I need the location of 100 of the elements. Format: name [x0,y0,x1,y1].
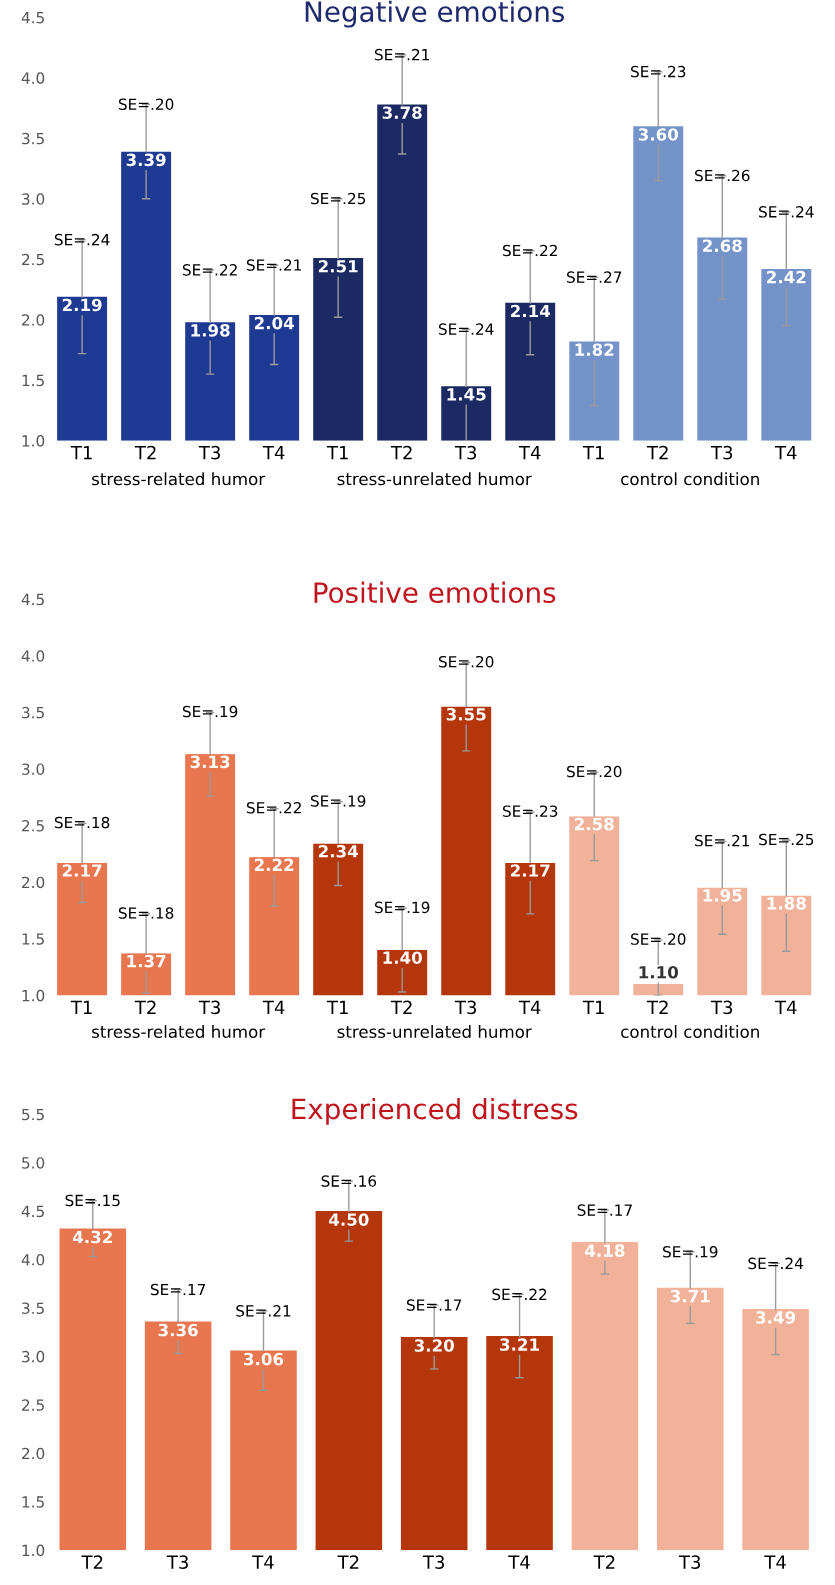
y-tick-label: 4.0 [21,650,45,662]
x-tick-label: T1 [326,1000,348,1014]
y-tick-label: 2.5 [22,253,44,266]
x-tick-label: T3 [166,1555,188,1569]
annotation: SE=.20 [631,933,686,945]
y-tick-label: 4.5 [21,1205,44,1218]
data-label: 3.39 [126,153,166,167]
data-label: 1.40 [383,951,422,964]
data-label: 2.14 [510,304,551,318]
x-tick-label: T3 [454,1000,477,1015]
y-tick-label: 4.5 [21,12,44,24]
data-label: 2.51 [318,259,358,273]
data-label: 2.58 [575,817,614,831]
x-tick-label: T4 [764,1555,786,1569]
x-tick-label: T2 [390,445,412,460]
annotation: SE=.17 [150,1283,206,1296]
annotation: SE=.22 [246,801,301,814]
y-tick-label: 1.5 [22,374,44,387]
annotation: SE=.19 [374,901,430,914]
data-label: 2.17 [62,864,102,877]
x-tick-label: T2 [134,1000,156,1014]
annotation: SE=.22 [492,1288,547,1301]
x-tick-label: T3 [198,1000,220,1015]
x-tick-label: T2 [390,1000,412,1014]
data-label: 1.10 [639,965,679,979]
y-tick-label: 1.0 [22,1544,45,1557]
y-tick-label: 1.0 [22,989,45,1002]
y-tick-label: 1.5 [22,1496,44,1508]
data-label: 3.60 [638,128,679,141]
annotation: SE=.24 [54,233,110,246]
x-tick-label: T3 [678,1555,701,1569]
data-label: 2.04 [254,316,294,330]
annotation: SE=.26 [695,169,750,182]
data-label: 3.49 [756,1311,796,1324]
x-tick-label: T1 [582,1000,604,1014]
data-label: 4.18 [585,1244,625,1257]
x-tick-label: T3 [710,1000,733,1015]
y-tick-label: 2.5 [22,1399,44,1411]
series-label: stress-unrelated humor [337,472,532,486]
data-label: 3.71 [670,1289,710,1303]
data-label: 2.68 [703,239,742,253]
annotation: SE=.19 [310,795,366,807]
annotation: SE=.25 [310,192,366,205]
annotation: SE=.18 [54,816,110,829]
data-label: 2.42 [767,270,806,284]
series-label: control condition [621,1025,759,1038]
x-tick-label: T3 [454,445,477,460]
y-tick-label: 5.5 [22,1108,44,1121]
series-label: stress-unrelated humor [337,1025,532,1038]
y-tick-label: 1.5 [22,933,44,945]
x-tick-label: T3 [198,445,220,460]
annotation: SE=.25 [759,833,814,846]
annotation: SE=.19 [663,1246,718,1258]
chart-title: Negative emotions [305,0,564,28]
y-tick-label: 3.0 [22,763,45,775]
x-tick-label: T1 [70,446,92,460]
y-tick-label: 3.5 [22,132,44,145]
annotation: SE=.21 [374,48,429,61]
data-label: 1.37 [127,954,166,968]
x-tick-label: T4 [518,1000,541,1014]
annotation: SE=.15 [65,1194,120,1207]
data-label: 4.50 [329,1213,369,1226]
annotation: SE=.20 [567,765,622,778]
annotation: SE=.21 [246,259,301,271]
x-tick-label: T4 [262,1000,285,1014]
x-tick-label: T1 [326,446,348,460]
data-label: 2.34 [318,844,358,858]
data-label: 3.78 [382,106,422,119]
y-tick-label: 4.5 [21,593,44,606]
data-label: 3.20 [414,1339,454,1352]
x-tick-label: T3 [710,445,733,460]
annotation: SE=.19 [182,705,238,718]
annotation: SE=.17 [406,1299,462,1311]
annotation: SE=.20 [118,98,174,110]
y-tick-label: 4.0 [21,1254,45,1266]
annotation: SE=.16 [321,1175,377,1187]
data-label: 1.45 [447,388,486,401]
annotation: SE=.23 [503,805,558,817]
x-tick-label: T4 [262,446,285,460]
data-label: 3.55 [446,707,486,721]
annotation: SE=.24 [438,323,494,335]
data-label: 3.13 [190,755,230,769]
series-label: stress-related humor [92,472,266,486]
annotation: SE=.17 [577,1204,632,1216]
annotation: SE=.21 [695,834,750,847]
data-label: 3.06 [244,1352,284,1366]
annotation: SE=.22 [503,244,557,257]
y-tick-label: 2.0 [22,876,45,889]
data-label: 3.36 [158,1323,198,1337]
annotation: SE=.27 [567,271,622,283]
y-tick-label: 3.0 [22,1350,45,1363]
y-tick-label: 1.0 [22,435,45,447]
x-tick-label: T2 [337,1555,359,1569]
annotation: SE=.21 [236,1305,291,1317]
data-label: 4.32 [72,1230,112,1244]
annotation: SE=.24 [759,206,814,218]
x-tick-label: T2 [593,1555,615,1569]
data-label: 1.88 [767,897,806,910]
data-label: 1.98 [191,324,230,337]
x-tick-label: T4 [252,1555,274,1569]
